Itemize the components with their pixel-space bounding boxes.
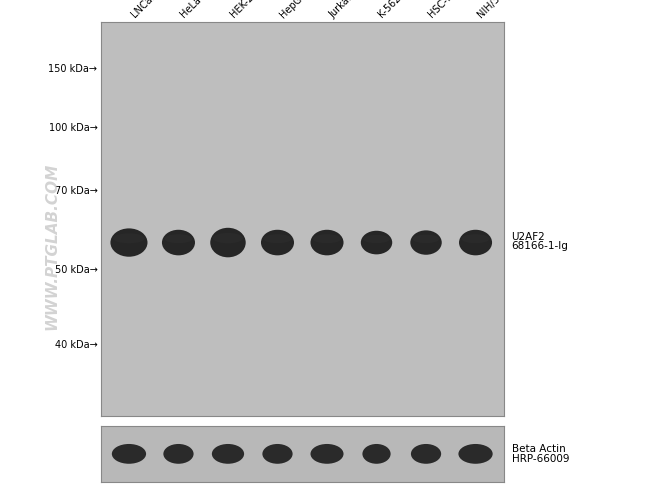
Ellipse shape bbox=[411, 444, 441, 464]
Ellipse shape bbox=[263, 234, 292, 243]
Ellipse shape bbox=[311, 230, 344, 255]
Ellipse shape bbox=[263, 444, 292, 464]
Ellipse shape bbox=[311, 444, 344, 464]
Text: HEK-293: HEK-293 bbox=[228, 0, 264, 20]
Ellipse shape bbox=[212, 444, 244, 464]
Ellipse shape bbox=[164, 234, 192, 243]
Text: U2AF2: U2AF2 bbox=[512, 232, 545, 242]
Ellipse shape bbox=[410, 230, 442, 255]
Ellipse shape bbox=[213, 233, 243, 244]
Ellipse shape bbox=[111, 228, 148, 257]
Text: HeLa: HeLa bbox=[179, 0, 203, 20]
Text: 68166-1-Ig: 68166-1-Ig bbox=[512, 242, 568, 251]
Text: NIH/3T3: NIH/3T3 bbox=[476, 0, 510, 20]
Ellipse shape bbox=[361, 231, 392, 254]
Ellipse shape bbox=[261, 230, 294, 255]
Text: HepG2: HepG2 bbox=[278, 0, 308, 20]
Ellipse shape bbox=[458, 444, 493, 464]
Ellipse shape bbox=[363, 235, 390, 243]
Text: 50 kDa→: 50 kDa→ bbox=[55, 265, 98, 275]
Text: HRP-66009: HRP-66009 bbox=[512, 454, 569, 464]
Ellipse shape bbox=[162, 230, 195, 255]
Text: Jurkat: Jurkat bbox=[327, 0, 354, 20]
Text: 70 kDa→: 70 kDa→ bbox=[55, 186, 98, 196]
Text: K-562: K-562 bbox=[376, 0, 403, 20]
Text: HSC-T6: HSC-T6 bbox=[426, 0, 458, 20]
Text: 40 kDa→: 40 kDa→ bbox=[55, 340, 98, 350]
Ellipse shape bbox=[113, 233, 145, 243]
Ellipse shape bbox=[112, 444, 146, 464]
Ellipse shape bbox=[163, 444, 194, 464]
Text: Beta Actin: Beta Actin bbox=[512, 444, 566, 454]
Ellipse shape bbox=[459, 230, 492, 255]
Text: 150 kDa→: 150 kDa→ bbox=[49, 64, 98, 74]
Ellipse shape bbox=[363, 444, 391, 464]
Ellipse shape bbox=[210, 228, 246, 257]
Ellipse shape bbox=[462, 234, 489, 243]
Text: WWW.PTGLAB.COM: WWW.PTGLAB.COM bbox=[44, 162, 60, 330]
Text: LNCaP: LNCaP bbox=[129, 0, 159, 20]
Ellipse shape bbox=[413, 235, 439, 243]
Text: 100 kDa→: 100 kDa→ bbox=[49, 123, 98, 133]
Ellipse shape bbox=[313, 234, 341, 243]
